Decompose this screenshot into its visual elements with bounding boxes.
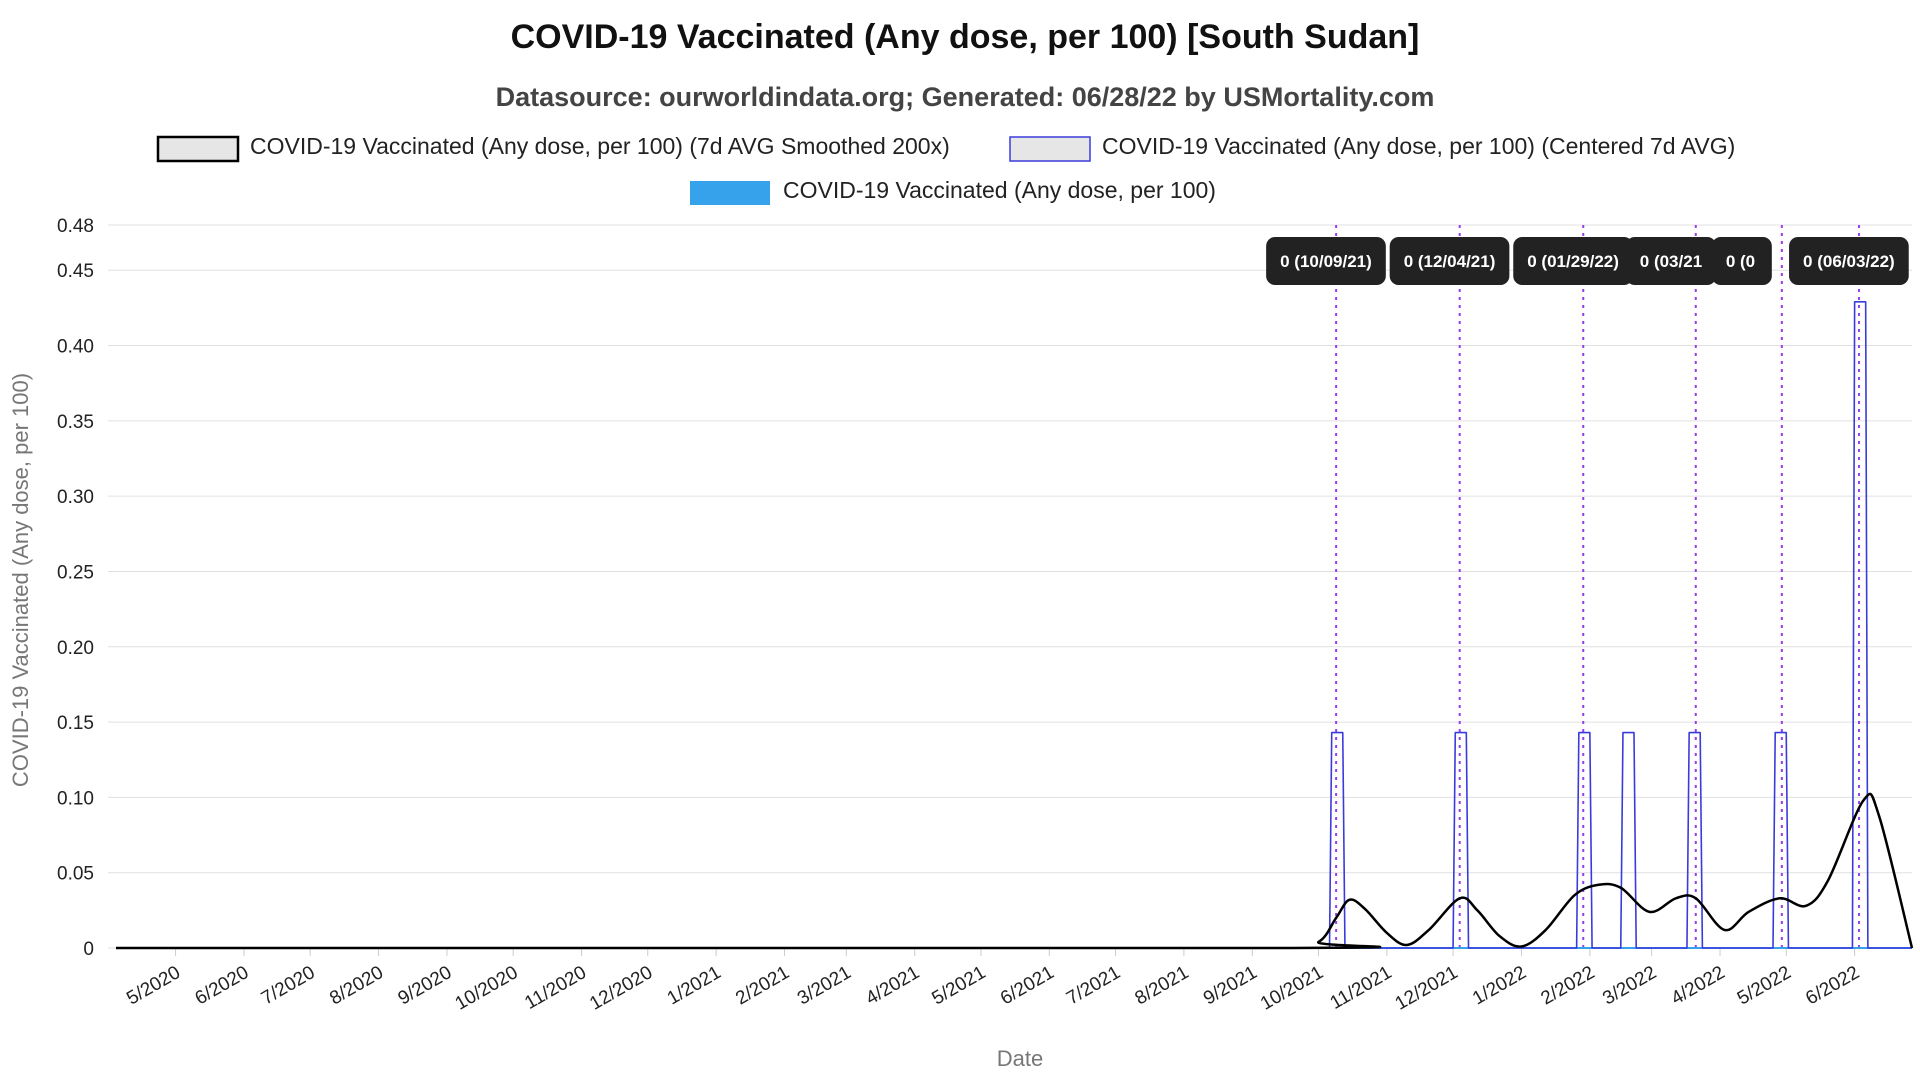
chart-title: COVID-19 Vaccinated (Any dose, per 100) … <box>511 18 1420 56</box>
legend-label-centered: COVID-19 Vaccinated (Any dose, per 100) … <box>1102 133 1735 159</box>
legend-swatch-centered <box>1009 136 1091 162</box>
chart-subtitle: Datasource: ourworldindata.org; Generate… <box>496 82 1435 112</box>
x-tick-label: 5/2020 <box>123 962 184 1009</box>
legend-swatch-raw <box>690 181 770 205</box>
annotation-tooltips: 0 (10/09/21) 0 (12/04/21) 0 (01/29/22) 0 (0… <box>1266 237 1909 285</box>
x-tick-label: 10/2021 <box>1257 962 1327 1015</box>
grid <box>108 224 1912 956</box>
series <box>116 301 1914 950</box>
annotation-tooltip: 0 (03/21 <box>1625 237 1717 285</box>
x-tick-label: 7/2021 <box>1063 962 1124 1009</box>
x-tick-label: 3/2022 <box>1599 962 1660 1009</box>
x-tick-label: 4/2022 <box>1668 962 1729 1009</box>
y-tick-label: 0.15 <box>57 713 94 734</box>
legend-label-raw: COVID-19 Vaccinated (Any dose, per 100) <box>783 177 1216 203</box>
x-tick-label: 6/2020 <box>192 962 253 1009</box>
annotation-tooltip: 0 (06/03/22) <box>1789 237 1909 285</box>
annotation-tooltip-label: 0 (12/04/21) <box>1404 252 1496 271</box>
x-tick-label: 1/2022 <box>1469 962 1530 1009</box>
x-tick-label: 3/2021 <box>794 962 855 1009</box>
y-tick-label: 0.10 <box>57 788 94 809</box>
annotation-tooltip-box <box>1513 237 1633 285</box>
y-axis-ticks: 0 0.05 0.10 0.15 0.20 0.25 0.30 0.35 0.40 0.45 0.4… <box>57 216 94 960</box>
series-line-smoothed <box>116 792 1914 950</box>
legend-swatch-smoothed <box>156 135 240 163</box>
x-tick-label: 2/2021 <box>732 962 793 1009</box>
x-tick-label: 7/2020 <box>258 962 319 1009</box>
y-tick-label: 0.35 <box>57 412 94 433</box>
annotation-lines <box>1335 225 1861 948</box>
annotation-tooltip-label: 0 (10/09/21) <box>1280 252 1372 271</box>
x-tick-label: 12/2021 <box>1392 962 1462 1015</box>
x-tick-label: 10/2020 <box>452 962 522 1015</box>
annotation-tooltip-label: 0 (01/29/22) <box>1527 252 1619 271</box>
y-tick-label: 0.20 <box>57 638 94 659</box>
x-tick-label: 9/2021 <box>1200 962 1261 1009</box>
y-tick-label: 0.40 <box>57 337 94 358</box>
x-axis-label: Date <box>997 1046 1043 1071</box>
annotation-tooltip-box <box>1389 237 1510 285</box>
annotation-tooltip-label: 0 (06/03/22) <box>1803 252 1895 271</box>
annotation-tooltip-label: 0 (03/21 <box>1640 252 1702 271</box>
x-tick-label: 2/2022 <box>1538 962 1599 1009</box>
y-tick-label: 0.30 <box>57 487 94 508</box>
legend: COVID-19 Vaccinated (Any dose, per 100) … <box>156 133 1735 205</box>
y-tick-label: 0.05 <box>57 864 94 885</box>
x-tick-label: 6/2022 <box>1802 962 1863 1009</box>
annotation-tooltip: 0 (01/29/22) <box>1513 237 1633 285</box>
legend-label-smoothed: COVID-19 Vaccinated (Any dose, per 100) … <box>250 133 950 159</box>
x-tick-label: 5/2021 <box>929 962 990 1009</box>
y-tick-label: 0 <box>83 939 94 960</box>
x-tick-label: 12/2020 <box>586 962 656 1015</box>
x-tick-label: 8/2020 <box>326 962 387 1009</box>
x-tick-label: 1/2021 <box>664 962 725 1009</box>
legend-item-raw[interactable]: COVID-19 Vaccinated (Any dose, per 100) <box>690 177 1216 205</box>
x-tick-label: 9/2020 <box>395 962 456 1009</box>
annotation-tooltip: 0 (10/09/21) <box>1266 237 1386 285</box>
x-tick-label: 4/2021 <box>862 962 923 1009</box>
x-tick-label: 11/2020 <box>521 962 590 1014</box>
annotation-tooltip: 0 (12/04/21) <box>1389 237 1510 285</box>
y-tick-label: 0.48 <box>57 216 94 237</box>
annotation-tooltip-box <box>1711 237 1772 285</box>
x-tick-label: 8/2021 <box>1132 962 1193 1009</box>
series-line-centered <box>116 301 1912 949</box>
y-tick-label: 0.25 <box>57 562 94 583</box>
annotation-tooltip-box <box>1625 237 1717 285</box>
legend-item-centered[interactable]: COVID-19 Vaccinated (Any dose, per 100) … <box>1009 133 1735 162</box>
annotation-tooltip: 0 (0 <box>1711 237 1772 285</box>
x-tick-label: 5/2022 <box>1734 962 1795 1009</box>
x-tick-label: 6/2021 <box>997 962 1058 1009</box>
legend-item-smoothed[interactable]: COVID-19 Vaccinated (Any dose, per 100) … <box>156 133 950 163</box>
annotation-tooltip-box <box>1789 237 1909 285</box>
x-tick-label: 11/2021 <box>1327 962 1396 1014</box>
annotation-tooltip-box <box>1266 237 1386 285</box>
annotation-tooltip-label: 0 (0 <box>1726 252 1755 271</box>
y-tick-label: 0.45 <box>57 261 94 282</box>
y-axis-label: COVID-19 Vaccinated (Any dose, per 100) <box>8 373 33 787</box>
